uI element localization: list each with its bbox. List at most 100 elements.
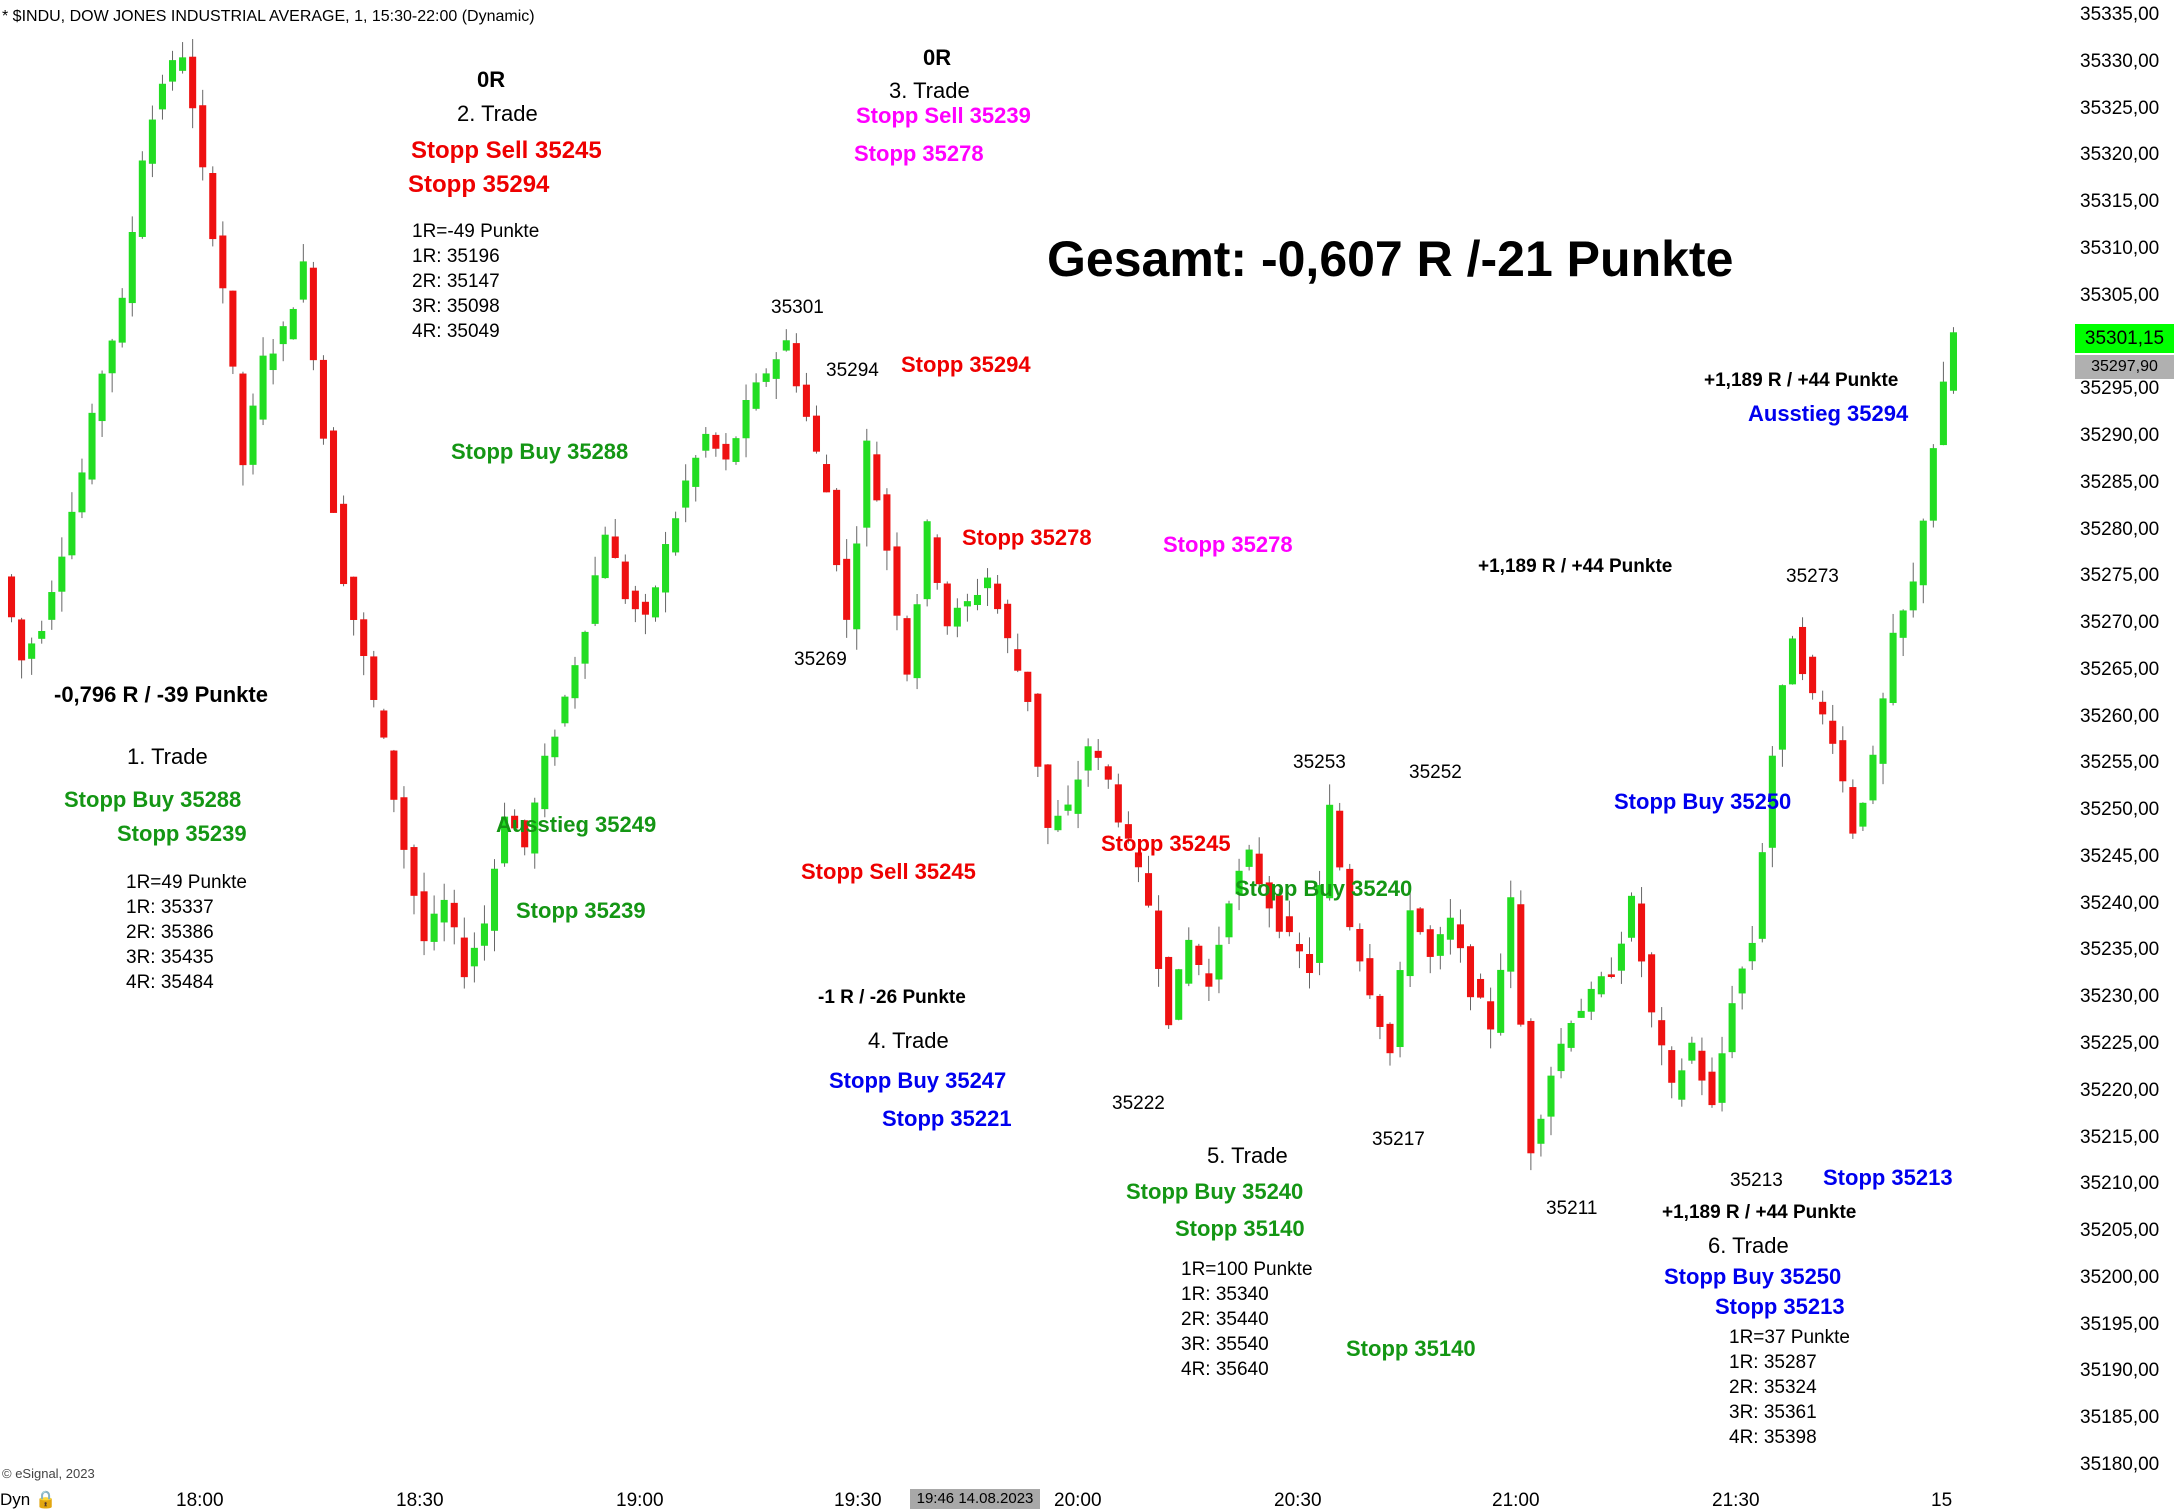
- x-tick-label: 18:00: [176, 1490, 224, 1511]
- candle-down: [1034, 693, 1042, 767]
- t6-entry-ref: Stopp Buy 35250: [1614, 789, 1792, 814]
- y-tick-label: 35270,00: [2080, 612, 2160, 634]
- y-tick-label: 35230,00: [2080, 986, 2160, 1008]
- t1-level-2: 2R: 35386: [126, 922, 214, 943]
- candle-down: [1004, 603, 1012, 639]
- t2-level-3: 3R: 35098: [412, 296, 500, 317]
- x-tick-label: 20:30: [1274, 1490, 1322, 1511]
- x-tick-label: 15: [1931, 1490, 1953, 1511]
- pivot-label-6: 35217: [1372, 1129, 1425, 1150]
- candle-down: [1799, 626, 1807, 675]
- chart-header: * $INDU, DOW JONES INDUSTRIAL AVERAGE, 1…: [2, 8, 535, 25]
- candle-up: [1054, 815, 1062, 831]
- candle-down: [360, 619, 368, 657]
- t2-stop: Stopp 35294: [408, 171, 550, 198]
- candle-down: [933, 537, 941, 583]
- t1-level-4: 4R: 35484: [126, 972, 214, 993]
- candle-up: [1215, 944, 1223, 980]
- candle-down: [521, 820, 529, 848]
- y-tick-label: 35315,00: [2080, 191, 2160, 213]
- candle-up: [1537, 1118, 1545, 1144]
- lock-icon: 🔒: [34, 1490, 57, 1509]
- candle-up: [752, 382, 760, 409]
- candle-up: [973, 594, 981, 606]
- candle-down: [1285, 916, 1293, 933]
- candle-up: [1406, 910, 1414, 977]
- candle-down: [1275, 895, 1283, 932]
- candle-down: [1265, 882, 1273, 909]
- candle-down: [1668, 1050, 1676, 1083]
- candle-up: [561, 696, 569, 724]
- t4-sell-ref: Stopp Sell 35245: [801, 859, 976, 884]
- t6-stop2: Stopp 35213: [1823, 1165, 1953, 1190]
- y-tick-label: 35330,00: [2080, 50, 2160, 72]
- candle-up: [963, 601, 971, 607]
- t1-level-0: 1R=49 Punkte: [126, 872, 247, 893]
- t4-stop-red: Stopp 35245: [1101, 831, 1231, 856]
- t2-title: 2. Trade: [457, 101, 538, 126]
- candle-up: [1678, 1070, 1686, 1100]
- candle-down: [390, 750, 398, 800]
- candle-down: [219, 235, 227, 289]
- candle-up: [1074, 779, 1082, 814]
- y-tick-label: 35335,00: [2080, 4, 2160, 25]
- candle-down: [1134, 852, 1142, 868]
- candle-up: [732, 438, 740, 462]
- candle-up: [1768, 755, 1776, 848]
- candle-up: [913, 604, 921, 679]
- candle-down: [380, 710, 388, 738]
- candle-down: [1426, 929, 1434, 957]
- candle-up: [984, 577, 992, 589]
- t2-level-1: 1R: 35196: [412, 246, 500, 267]
- t2-level-2: 2R: 35147: [412, 271, 500, 292]
- time-axis: [0, 1485, 2174, 1509]
- candle-up: [1738, 968, 1746, 994]
- candle-up: [158, 83, 166, 110]
- candle-up: [501, 816, 509, 864]
- candle-up: [571, 665, 579, 699]
- candle-up: [269, 353, 277, 371]
- t3-result: 0R: [923, 45, 952, 70]
- y-tick-label: 35180,00: [2080, 1454, 2160, 1475]
- y-tick-label: 35205,00: [2080, 1220, 2160, 1242]
- candle-up: [1396, 970, 1404, 1048]
- t2-stop2: Stopp 35294: [901, 352, 1031, 377]
- candle-down: [873, 454, 881, 501]
- t2-entry: Stopp Sell 35245: [411, 137, 602, 164]
- t2-result: 0R: [477, 67, 506, 92]
- candle-down: [460, 937, 468, 978]
- t3-stop: Stopp 35278: [854, 141, 984, 166]
- x-tick-label: 18:30: [396, 1490, 444, 1511]
- t5-level-4: 4R: 35640: [1181, 1359, 1269, 1380]
- t5-entry: Stopp Buy 35240: [1126, 1179, 1304, 1204]
- t1-stop2: Stopp 35239: [516, 898, 646, 923]
- dyn-label: Dyn: [0, 1490, 31, 1509]
- candle-up: [1949, 332, 1957, 391]
- candle-down: [309, 267, 317, 361]
- candle-down: [199, 105, 207, 168]
- candle-down: [1195, 945, 1203, 966]
- candle-down: [1356, 928, 1364, 962]
- candle-up: [1627, 895, 1636, 938]
- y-tick-label: 35290,00: [2080, 424, 2160, 446]
- candle-up: [1778, 685, 1786, 750]
- candle-down: [1658, 1020, 1666, 1046]
- candle-down: [1295, 944, 1303, 952]
- candle-up: [1507, 897, 1515, 972]
- candle-down: [1366, 958, 1374, 996]
- candle-up: [1064, 804, 1072, 811]
- dyn-lock-label[interactable]: Dyn 🔒: [0, 1490, 56, 1510]
- candle-up: [591, 575, 599, 624]
- candle-down: [1114, 784, 1122, 823]
- candle-down: [319, 359, 327, 439]
- candle-up: [782, 340, 790, 351]
- candle-up: [953, 607, 961, 627]
- candle-down: [943, 583, 951, 627]
- candle-up: [1185, 939, 1193, 984]
- candle-down: [1517, 904, 1525, 1025]
- pivot-label-5: 35252: [1409, 762, 1462, 783]
- candle-down: [883, 494, 891, 551]
- candle-up: [259, 355, 267, 420]
- t6-level-4: 4R: 35398: [1729, 1427, 1817, 1448]
- candle-up: [1929, 448, 1937, 521]
